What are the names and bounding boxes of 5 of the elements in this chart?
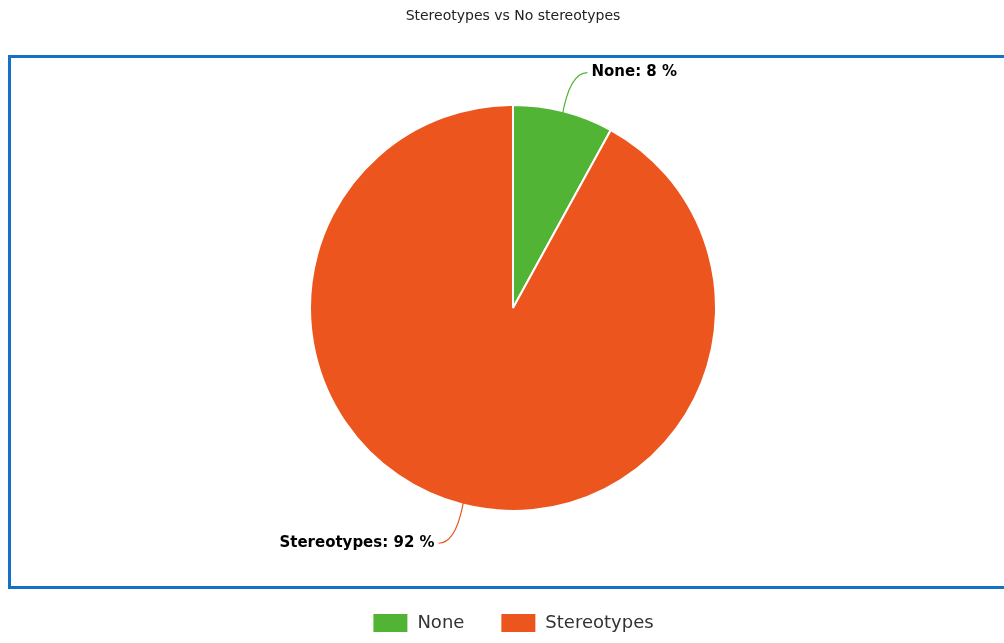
chart-title: Stereotypes vs No stereotypes — [405, 7, 621, 24]
legend-label: Stereotypes — [545, 610, 654, 632]
data-label: Stereotypes: 92 % — [279, 533, 435, 552]
data-label: None: 8 % — [591, 62, 678, 81]
legend-label: None — [417, 610, 465, 632]
